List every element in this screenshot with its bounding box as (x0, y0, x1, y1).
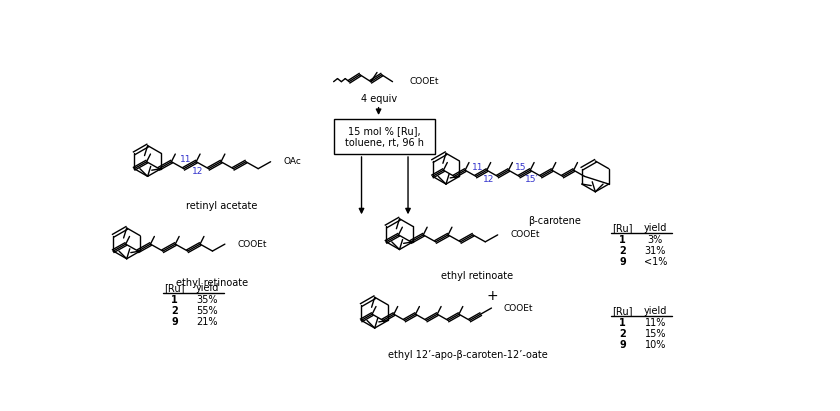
Text: retinyl acetate: retinyl acetate (186, 201, 257, 210)
Text: yield: yield (643, 223, 667, 233)
Text: yield: yield (643, 306, 667, 316)
Text: 9: 9 (171, 317, 178, 327)
Text: 15′: 15′ (525, 175, 538, 184)
Text: 2: 2 (619, 246, 626, 256)
Text: ethyl retinoate: ethyl retinoate (176, 278, 248, 289)
Text: 2: 2 (171, 306, 178, 316)
Text: 3%: 3% (648, 235, 663, 245)
Text: toluene, rt, 96 h: toluene, rt, 96 h (345, 138, 424, 148)
Text: ethyl 12’-apo-β-caroten-12’-oate: ethyl 12’-apo-β-caroten-12’-oate (388, 350, 548, 360)
Text: 11: 11 (472, 163, 483, 172)
Text: [Ru]: [Ru] (612, 223, 633, 233)
Text: 1: 1 (619, 319, 626, 328)
Text: 1: 1 (619, 235, 626, 245)
Text: 35%: 35% (197, 296, 218, 305)
Text: 21%: 21% (197, 317, 218, 327)
Text: ethyl retinoate: ethyl retinoate (441, 272, 513, 282)
Text: 4 equiv: 4 equiv (360, 94, 396, 104)
Text: 11: 11 (180, 155, 192, 164)
Text: 31%: 31% (644, 246, 666, 256)
Text: 55%: 55% (197, 306, 218, 316)
Text: 10%: 10% (644, 340, 666, 350)
Text: <1%: <1% (643, 257, 667, 267)
Text: 1: 1 (171, 296, 178, 305)
Text: 11%: 11% (644, 319, 666, 328)
Bar (334, 119, 435, 154)
Text: 12: 12 (483, 175, 494, 184)
Text: COOEt: COOEt (510, 231, 539, 239)
Text: 15 mol % [Ru],: 15 mol % [Ru], (349, 126, 421, 136)
Text: COOEt: COOEt (237, 240, 267, 249)
Text: 9: 9 (619, 340, 626, 350)
Text: COOEt: COOEt (410, 77, 439, 86)
Text: +: + (486, 289, 498, 303)
Text: yield: yield (196, 283, 219, 293)
Text: 12: 12 (192, 167, 203, 176)
Text: COOEt: COOEt (504, 304, 533, 312)
Text: 2: 2 (619, 329, 626, 339)
Text: [Ru]: [Ru] (612, 306, 633, 316)
Text: [Ru]: [Ru] (165, 283, 185, 293)
Text: β-carotene: β-carotene (528, 216, 581, 226)
Text: OAc: OAc (283, 157, 301, 166)
Text: 15%: 15% (644, 329, 666, 339)
Text: 9: 9 (619, 257, 626, 267)
Text: 15: 15 (515, 163, 527, 172)
